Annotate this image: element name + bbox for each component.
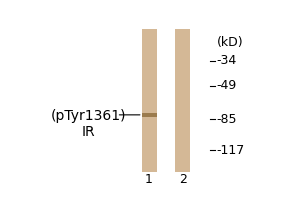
Text: -85: -85 [217,113,237,126]
Bar [175,29,190,172]
Text: 2: 2 [179,173,187,186]
Bar [142,29,157,172]
Text: -117: -117 [217,144,245,157]
Text: -49: -49 [217,79,237,92]
Text: (kD): (kD) [217,36,243,49]
Text: IR: IR [82,125,95,139]
Text: (pTyr1361): (pTyr1361) [51,109,126,123]
Text: 1: 1 [145,173,153,186]
Text: -34: -34 [217,54,237,67]
Bar [142,113,157,117]
